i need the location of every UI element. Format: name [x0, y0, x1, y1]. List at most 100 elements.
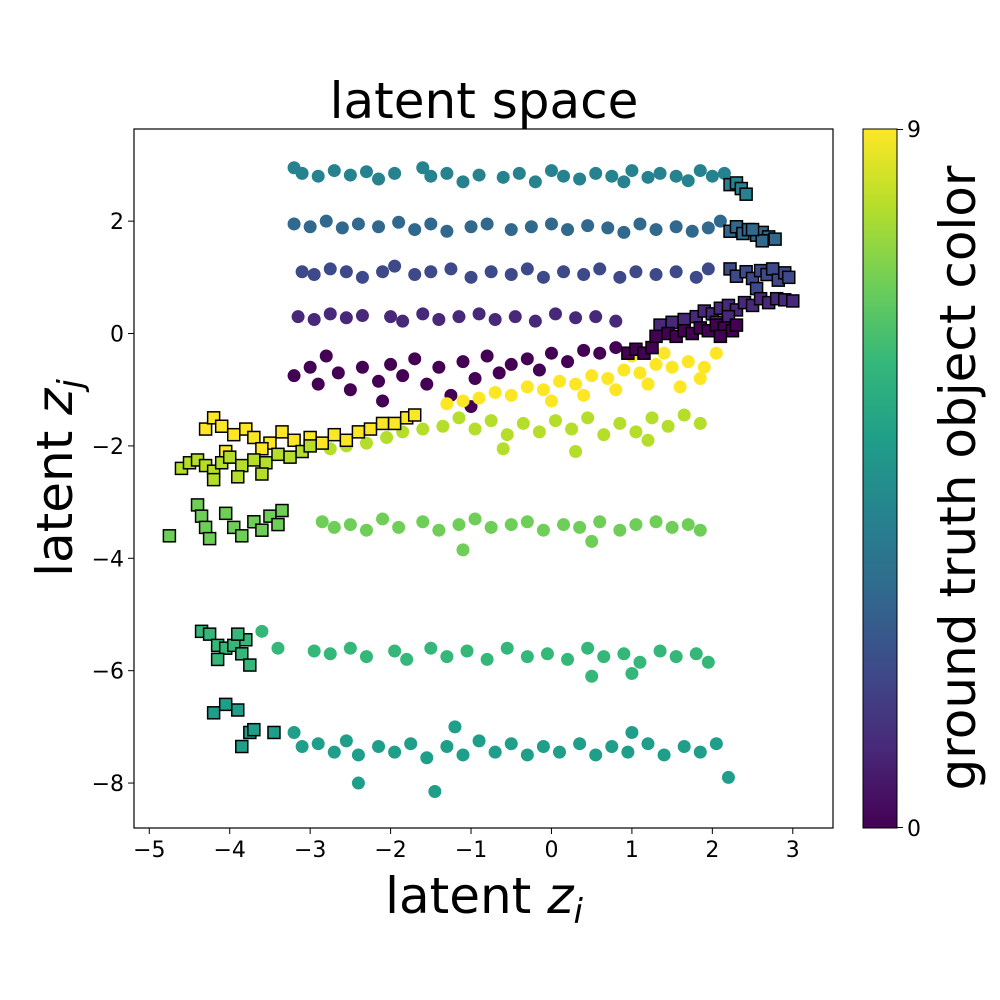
x-tick-label: 0 — [544, 838, 558, 863]
point-circle-color-9 — [536, 383, 550, 397]
point-circle-color-3 — [440, 224, 454, 238]
point-circle-color-7 — [327, 520, 341, 534]
point-square-color-5 — [206, 706, 221, 720]
point-circle-color-6 — [669, 650, 683, 664]
point-circle-color-6 — [359, 650, 373, 664]
point-circle-color-3 — [581, 219, 595, 233]
point-square-color-3 — [745, 222, 760, 237]
point-circle-color-2 — [307, 268, 321, 282]
point-square-color-8 — [206, 472, 221, 487]
point-square-color-9 — [407, 408, 422, 422]
x-tick-label: −5 — [133, 838, 165, 863]
point-circle-color-9 — [569, 377, 583, 391]
point-circle-color-5 — [520, 748, 534, 762]
point-circle-color-1 — [416, 307, 430, 321]
point-circle-color-1 — [609, 314, 623, 328]
point-square-color-9 — [327, 427, 342, 442]
point-circle-color-2 — [295, 265, 309, 279]
point-circle-color-0 — [456, 355, 470, 369]
point-square-color-8 — [271, 447, 285, 462]
point-square-color-0 — [649, 329, 663, 344]
point-square-color-9 — [287, 433, 301, 448]
y-tick-label: −8 — [92, 772, 124, 797]
point-circle-color-0 — [468, 371, 482, 385]
point-circle-color-0 — [561, 355, 575, 369]
point-square-color-9 — [363, 422, 378, 436]
point-circle-color-2 — [520, 262, 534, 276]
y-axis-label-sub: j — [51, 379, 91, 393]
x-tick-label: 1 — [625, 838, 639, 863]
point-square-color-7 — [271, 517, 285, 532]
point-circle-color-6 — [440, 650, 454, 664]
point-circle-color-6 — [520, 650, 534, 664]
point-circle-color-0 — [319, 349, 333, 363]
point-circle-color-2 — [464, 270, 478, 284]
plot-frame — [133, 128, 834, 829]
point-circle-color-5 — [420, 751, 434, 765]
point-circle-color-5 — [472, 734, 486, 748]
point-circle-color-4 — [327, 164, 341, 178]
point-square-color-5 — [235, 739, 249, 754]
point-square-color-8 — [222, 450, 237, 464]
point-circle-color-4 — [617, 175, 631, 189]
point-circle-color-6 — [617, 647, 631, 661]
point-circle-color-0 — [532, 363, 546, 377]
point-circle-color-6 — [323, 647, 337, 661]
point-circle-color-7 — [452, 518, 466, 532]
point-square-color-3 — [755, 234, 769, 248]
point-square-color-9 — [387, 416, 402, 431]
point-square-color-9 — [226, 427, 241, 442]
x-axis-label: latent zi — [385, 867, 583, 932]
point-circle-color-4 — [605, 169, 619, 183]
point-circle-color-0 — [492, 366, 506, 380]
point-circle-color-9 — [681, 355, 695, 369]
point-circle-color-8 — [693, 416, 707, 430]
x-axis-label-main: latent — [385, 867, 547, 925]
point-circle-color-8 — [629, 425, 643, 439]
point-circle-color-5 — [605, 740, 619, 754]
point-circle-color-3 — [424, 217, 438, 231]
point-circle-color-1 — [548, 307, 562, 321]
point-circle-color-0 — [593, 346, 607, 360]
point-square-color-3 — [768, 232, 782, 246]
point-circle-color-9 — [641, 377, 655, 391]
point-circle-color-5 — [641, 737, 655, 751]
point-circle-color-9 — [657, 346, 671, 360]
point-circle-color-2 — [689, 270, 703, 284]
point-circle-color-8 — [452, 411, 466, 425]
point-circle-color-8 — [641, 433, 655, 447]
point-circle-color-5 — [351, 776, 365, 790]
point-square-color-8 — [247, 453, 261, 467]
point-circle-color-2 — [701, 262, 715, 276]
point-square-color-7 — [235, 529, 249, 543]
point-circle-color-4 — [295, 166, 309, 180]
point-square-color-5 — [231, 703, 245, 717]
point-circle-color-0 — [311, 377, 325, 391]
point-circle-color-5 — [573, 737, 587, 751]
point-square-color-6 — [243, 658, 257, 672]
point-circle-color-4 — [388, 166, 402, 180]
point-circle-color-4 — [625, 164, 639, 178]
point-circle-color-4 — [359, 165, 373, 179]
point-circle-color-5 — [295, 740, 309, 754]
point-circle-color-3 — [319, 214, 333, 228]
point-square-color-8 — [231, 470, 245, 484]
point-circle-color-9 — [709, 346, 723, 360]
y-tick-label: 0 — [110, 323, 124, 348]
point-circle-color-4 — [641, 170, 655, 184]
point-circle-color-5 — [311, 737, 325, 751]
plot-points — [162, 161, 800, 798]
point-circle-color-4 — [589, 166, 603, 180]
point-circle-color-2 — [339, 265, 353, 279]
colorbar-tick-label-max: 9 — [907, 118, 921, 143]
point-circle-color-0 — [408, 352, 422, 366]
point-circle-color-5 — [677, 740, 691, 754]
point-circle-color-5 — [553, 745, 567, 759]
point-square-color-5 — [218, 697, 233, 712]
point-square-color-8 — [259, 456, 273, 470]
point-circle-color-0 — [577, 343, 591, 357]
point-circle-color-4 — [512, 166, 526, 180]
colorbar-label: ground truth object color — [929, 165, 987, 790]
x-axis-ticks: −5 −4 −3 −2 −1 0 1 2 3 — [133, 828, 800, 863]
point-square-color-7 — [162, 529, 177, 543]
